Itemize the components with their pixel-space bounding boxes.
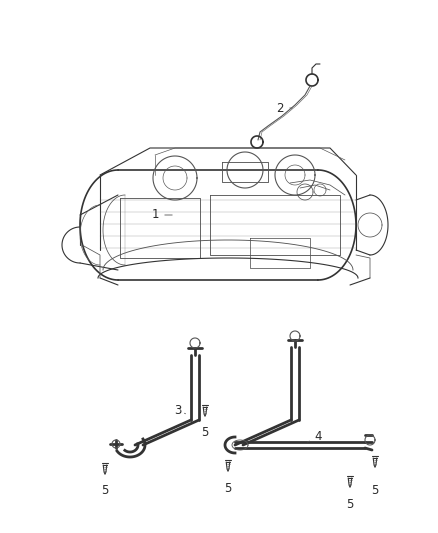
Text: 5: 5 bbox=[224, 481, 232, 495]
Text: 4: 4 bbox=[314, 431, 322, 443]
Text: 5: 5 bbox=[346, 498, 354, 512]
Text: 3: 3 bbox=[174, 403, 182, 416]
Text: 5: 5 bbox=[201, 425, 208, 439]
Text: 5: 5 bbox=[371, 483, 379, 497]
Text: 5: 5 bbox=[101, 483, 109, 497]
Text: 1: 1 bbox=[151, 208, 159, 222]
Text: 2: 2 bbox=[276, 101, 284, 115]
